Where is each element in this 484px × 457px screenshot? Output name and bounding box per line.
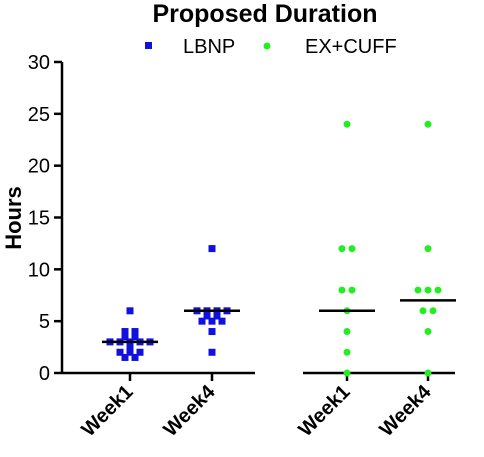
legend-marker-excuff <box>263 42 271 50</box>
data-point-circle <box>424 328 432 336</box>
data-point-square <box>208 348 216 356</box>
y-axis-label: Hours <box>1 186 26 250</box>
data-point-square <box>126 348 134 356</box>
y-tick-label: 10 <box>28 259 50 281</box>
data-point-circle <box>338 245 346 253</box>
data-point-square <box>121 333 129 341</box>
data-point-circle <box>429 307 437 315</box>
data-point-circle <box>343 369 351 377</box>
data-point-square <box>131 333 139 341</box>
data-point-square <box>126 343 134 351</box>
data-point-square <box>208 245 216 253</box>
data-point-square <box>116 348 124 356</box>
data-point-circle <box>343 348 351 356</box>
chart-title: Proposed Duration <box>152 0 377 28</box>
data-points <box>106 120 442 377</box>
data-point-circle <box>348 286 356 294</box>
data-point-square <box>198 317 206 325</box>
data-point-circle <box>424 120 432 128</box>
data-point-square <box>131 353 139 361</box>
median-lines <box>102 299 456 344</box>
data-point-square <box>126 307 134 315</box>
data-point-circle <box>343 328 351 336</box>
y-tick-label: 30 <box>28 52 50 74</box>
data-point-square <box>213 312 221 320</box>
data-point-square <box>203 312 211 320</box>
y-tick-label: 15 <box>28 208 50 230</box>
data-point-square <box>208 328 216 336</box>
data-point-square <box>131 328 139 336</box>
data-point-circle <box>338 286 346 294</box>
x-axis: Week1 Week4 Week1 Week4 <box>62 371 455 441</box>
data-point-circle <box>343 120 351 128</box>
data-point-square <box>121 328 129 336</box>
legend-label-lbnp: LBNP <box>183 36 235 58</box>
data-point-square <box>136 348 144 356</box>
y-tick-label: 5 <box>39 311 50 333</box>
data-point-square <box>218 317 226 325</box>
data-point-square <box>208 317 216 325</box>
data-point-circle <box>348 245 356 253</box>
x-tick-label: Week1 <box>77 381 137 441</box>
data-point-circle <box>424 286 432 294</box>
y-tick-label: 20 <box>28 156 50 178</box>
legend-marker-lbnp <box>145 42 152 49</box>
data-point-circle <box>414 286 422 294</box>
data-point-circle <box>424 369 432 377</box>
x-tick-label: Week4 <box>159 380 220 441</box>
data-point-square <box>121 353 129 361</box>
y-tick-label: 25 <box>28 104 50 126</box>
x-tick-label: Week4 <box>375 380 436 441</box>
legend-label-excuff: EX+CUFF <box>305 36 397 58</box>
legend: LBNP EX+CUFF <box>145 36 397 58</box>
y-tick-label: 0 <box>39 363 50 385</box>
data-point-circle <box>419 307 427 315</box>
x-tick-label: Week1 <box>294 381 354 441</box>
y-axis: 0 5 10 15 20 25 30 <box>28 52 64 385</box>
data-point-circle <box>424 245 432 253</box>
data-point-circle <box>434 286 442 294</box>
